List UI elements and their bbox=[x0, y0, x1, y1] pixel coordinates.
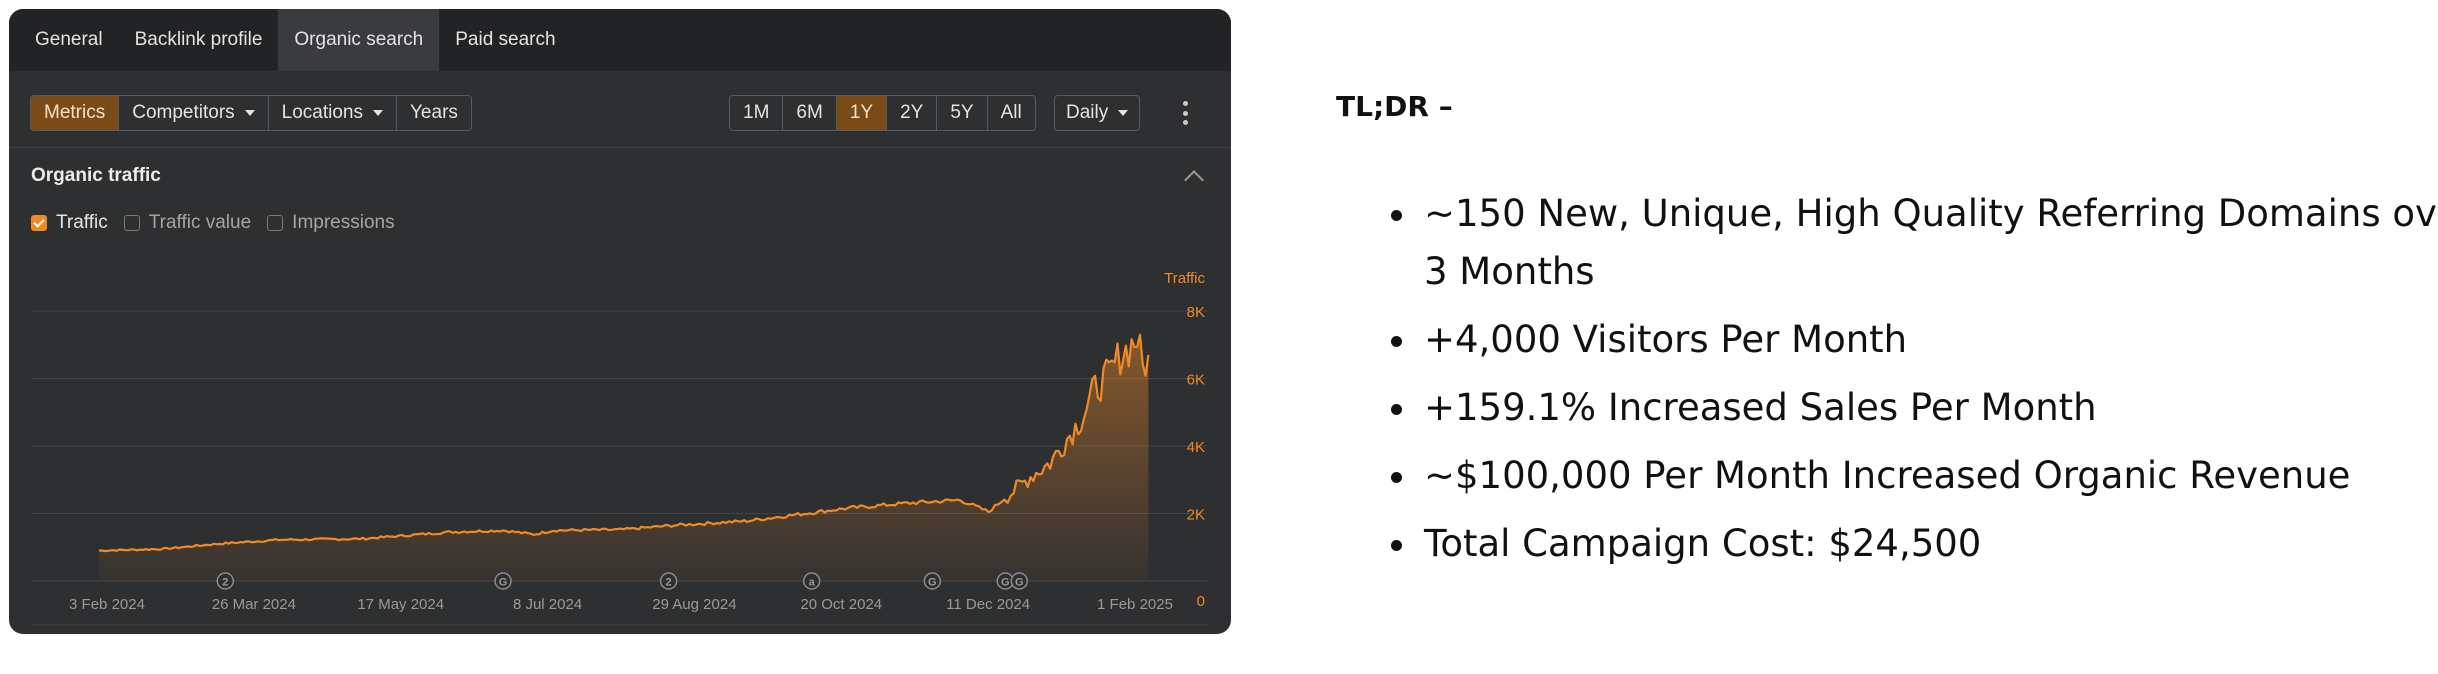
x-tick-label: 11 Dec 2024 bbox=[946, 596, 1030, 613]
locations-dropdown[interactable]: Locations bbox=[268, 96, 397, 130]
event-marker-label: 2 bbox=[222, 577, 228, 589]
range-5y-button[interactable]: 5Y bbox=[937, 96, 988, 130]
x-tick-label: 1 Feb 2025 bbox=[1097, 596, 1173, 613]
x-tick-label: 20 Oct 2024 bbox=[800, 596, 882, 613]
event-marker-label: G bbox=[499, 577, 508, 589]
summary-list: ~150 New, Unique, High Quality Referring… bbox=[1372, 185, 2438, 583]
x-tick-label: 3 Feb 2024 bbox=[69, 596, 145, 613]
interval-label: Daily bbox=[1066, 102, 1109, 123]
x-tick-label: 26 Mar 2024 bbox=[212, 596, 296, 613]
checkbox-empty-icon bbox=[267, 215, 284, 231]
metrics-filter-group: Metrics Competitors Locations Years bbox=[30, 95, 472, 131]
years-label: Years bbox=[410, 102, 458, 123]
section-title: Organic traffic bbox=[31, 165, 161, 186]
tab-backlink-profile[interactable]: Backlink profile bbox=[134, 29, 263, 50]
checkbox-checked-icon bbox=[31, 215, 47, 231]
event-marker-icon bbox=[1010, 572, 1029, 590]
metrics-button[interactable]: Metrics bbox=[31, 96, 120, 130]
competitors-label: Competitors bbox=[132, 102, 235, 123]
caret-down-icon bbox=[1118, 110, 1129, 116]
traffic-series-line bbox=[98, 333, 1150, 553]
range-6m-button[interactable]: 6M bbox=[783, 96, 837, 130]
range-1m-button[interactable]: 1M bbox=[730, 96, 784, 130]
event-marker-icon bbox=[659, 572, 678, 590]
impressions-checkbox-label: Impressions bbox=[292, 212, 395, 233]
summary-point: ~150 New, Unique, High Quality Referring… bbox=[1420, 185, 2438, 301]
y-tick-label: 8K bbox=[1187, 304, 1205, 321]
caret-down-icon bbox=[244, 110, 255, 116]
more-options-icon[interactable] bbox=[1181, 101, 1189, 125]
caret-down-icon bbox=[373, 110, 383, 116]
tab-general[interactable]: General bbox=[35, 29, 103, 50]
summary-point: +4,000 Visitors Per Month bbox=[1420, 311, 2438, 369]
range-2y-button[interactable]: 2Y bbox=[887, 96, 938, 130]
traffic-value-checkbox-label: Traffic value bbox=[148, 212, 252, 233]
locations-label: Locations bbox=[281, 102, 363, 123]
x-tick-label: 29 Aug 2024 bbox=[652, 596, 736, 613]
event-marker-label: a bbox=[809, 577, 816, 589]
y-tick-label: 2K bbox=[1187, 507, 1205, 524]
summary-point: +159.1% Increased Sales Per Month bbox=[1420, 379, 2438, 437]
event-marker-label: 2 bbox=[666, 577, 672, 589]
checkbox-empty-icon bbox=[123, 215, 140, 231]
impressions-checkbox[interactable]: Impressions bbox=[267, 212, 395, 234]
event-marker-label: G bbox=[1015, 577, 1024, 589]
traffic-value-checkbox[interactable]: Traffic value bbox=[123, 212, 252, 234]
interval-dropdown[interactable]: Daily bbox=[1054, 95, 1141, 131]
range-all-button[interactable]: All bbox=[987, 96, 1035, 130]
event-marker-icon bbox=[923, 572, 942, 590]
traffic-checkbox[interactable]: Traffic bbox=[31, 212, 108, 234]
metrics-label: Metrics bbox=[44, 102, 106, 123]
chart-toolbar: Metrics Competitors Locations Years 1M 6… bbox=[9, 71, 1231, 148]
event-marker-label: G bbox=[928, 577, 937, 589]
competitors-dropdown[interactable]: Competitors bbox=[119, 96, 269, 130]
summary-point: Total Campaign Cost: $24,500 bbox=[1420, 515, 2438, 573]
summary-point: ~$100,000 Per Month Increased Organic Re… bbox=[1420, 447, 2438, 505]
tab-paid-search[interactable]: Paid search bbox=[455, 29, 556, 50]
event-marker-icon bbox=[216, 572, 235, 590]
traffic-area bbox=[99, 334, 1149, 581]
chevron-up-icon[interactable] bbox=[1184, 170, 1204, 190]
y-tick-label: 4K bbox=[1187, 439, 1205, 456]
event-marker-label: G bbox=[1001, 577, 1010, 589]
range-selector: 1M 6M 1Y 2Y 5Y All bbox=[729, 95, 1036, 131]
x-tick-label: 17 May 2024 bbox=[357, 596, 444, 613]
metric-checkboxes: Traffic Traffic value Impressions bbox=[31, 212, 411, 234]
y-tick-label: 0 bbox=[1197, 593, 1205, 610]
event-marker-icon bbox=[494, 572, 512, 590]
tab-bar: General Backlink profile Organic search … bbox=[9, 9, 1231, 71]
years-button[interactable]: Years bbox=[397, 96, 471, 130]
y-tick-label: 6K bbox=[1187, 372, 1205, 389]
tab-organic-search[interactable]: Organic search bbox=[278, 9, 440, 71]
x-tick-label: 8 Jul 2024 bbox=[513, 596, 582, 613]
summary-heading: TL;DR – bbox=[1336, 90, 1453, 123]
event-marker-icon bbox=[802, 572, 821, 590]
ahrefs-panel: General Backlink profile Organic search … bbox=[9, 9, 1231, 634]
traffic-checkbox-label: Traffic bbox=[56, 212, 108, 233]
range-1y-button[interactable]: 1Y bbox=[836, 96, 888, 130]
y-axis-title: Traffic bbox=[1164, 270, 1205, 287]
